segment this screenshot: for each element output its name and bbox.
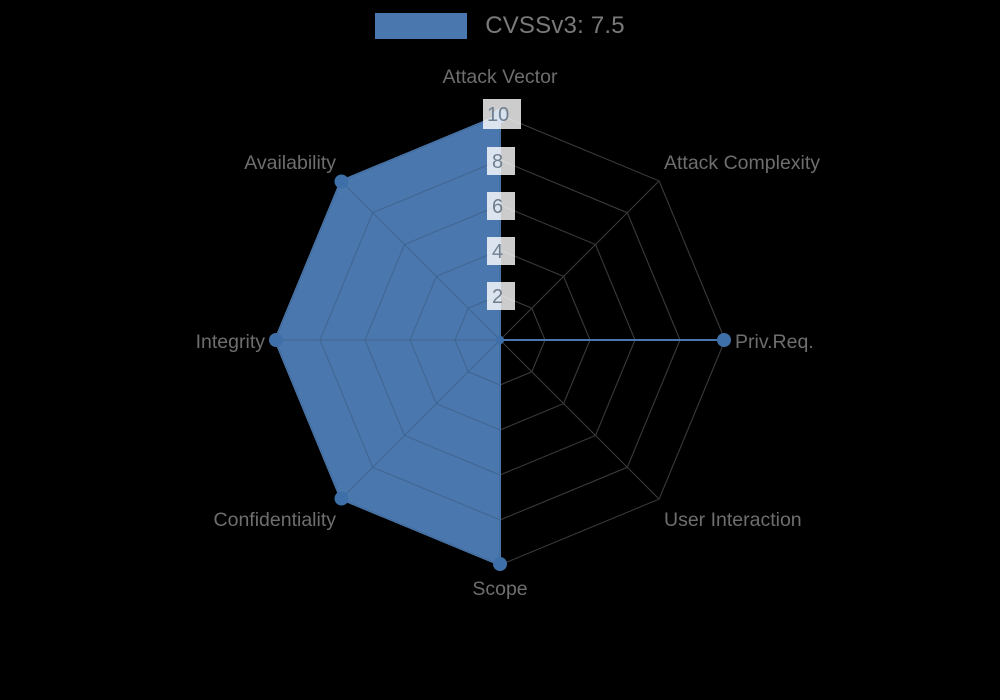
legend-swatch-cvssv3 (375, 13, 468, 39)
tick-bg-10 (483, 99, 521, 129)
marker-scope[interactable] (493, 557, 507, 571)
tick-bg-2 (487, 282, 515, 310)
marker-priv-req[interactable] (717, 333, 731, 347)
spoke-user-interaction (499, 339, 660, 500)
tick-label-6: 6 (492, 196, 503, 218)
marker-availability[interactable] (334, 174, 349, 189)
axis-label-attack-vector: Attack Vector (443, 66, 558, 88)
tick-label-10: 10 (487, 104, 509, 126)
chart-legend: CVSSv3: 7.5 (0, 12, 1000, 40)
tick-label-4: 4 (492, 241, 503, 263)
tick-label-2: 2 (492, 286, 503, 308)
legend-label-cvssv3: CVSSv3: 7.5 (485, 12, 625, 39)
axis-label-confidentiality: Confidentiality (214, 509, 337, 531)
tick-bg-4 (487, 237, 515, 265)
marker-confidentiality[interactable] (334, 491, 349, 506)
axis-label-attack-complexity: Attack Complexity (664, 152, 820, 174)
axis-label-scope: Scope (472, 578, 527, 600)
tick-bg-6 (487, 192, 515, 220)
radial-tick-labels: 2 4 6 8 10 (483, 99, 521, 310)
tick-label-8: 8 (492, 151, 503, 173)
axis-label-availability: Availability (244, 152, 336, 174)
axis-label-integrity: Integrity (196, 331, 266, 353)
spoke-attack-complexity (499, 180, 660, 341)
axis-label-priv-req: Priv.Req. (735, 331, 814, 353)
radar-axis-labels: Attack Vector Attack Complexity Priv.Req… (196, 66, 821, 600)
overlay-spoke-confidentiality (340, 339, 501, 500)
axis-label-user-interaction: User Interaction (664, 509, 802, 531)
tick-bg-8 (487, 147, 515, 175)
marker-integrity[interactable] (269, 333, 283, 347)
overlay-spoke-availability (340, 180, 501, 341)
marker-user-interaction[interactable] (496, 336, 504, 344)
radar-data-markers (269, 109, 731, 571)
